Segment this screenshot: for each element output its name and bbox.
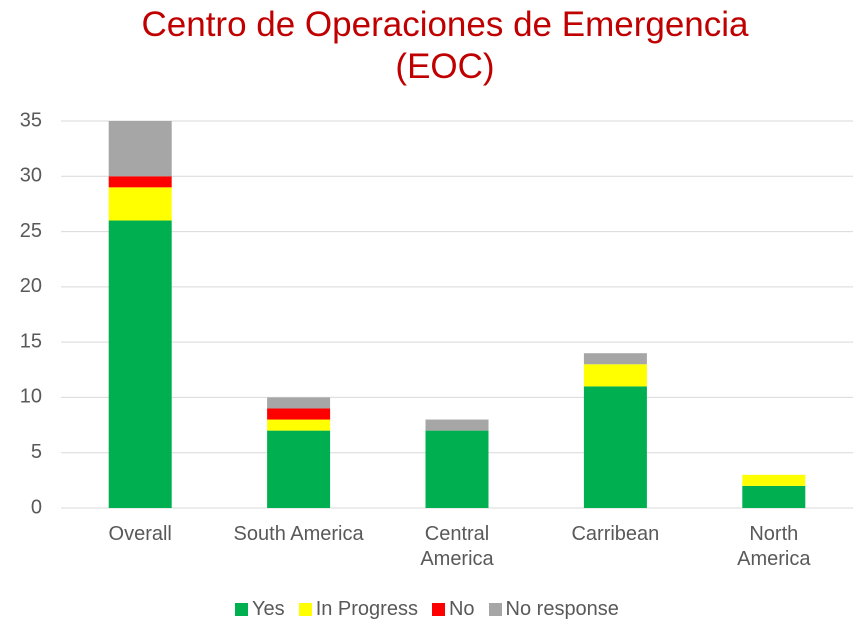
x-tick-label: North America (737, 523, 811, 570)
bar-segment (583, 386, 647, 508)
y-tick-label: 15 (20, 330, 42, 352)
bar-segment (583, 353, 647, 365)
legend-swatch (431, 603, 445, 616)
bar-segment (742, 485, 806, 508)
legend-item: In Progress (298, 598, 418, 621)
bar-segment (108, 220, 172, 508)
legend-item: No (431, 598, 475, 621)
bar-segment (267, 408, 331, 420)
y-tick-label: 30 (20, 165, 42, 187)
legend-label: No response (505, 598, 619, 620)
y-tick-label: 10 (20, 386, 42, 408)
legend-label: No (448, 598, 475, 620)
bar-segment (742, 474, 806, 486)
x-tick-label: Central America (420, 523, 494, 570)
y-tick-label: 25 (20, 220, 42, 242)
bar-segment (583, 364, 647, 387)
legend: Yes In Progress No No response (0, 598, 854, 621)
y-tick-label: 0 (31, 496, 42, 518)
legend-label: In Progress (315, 598, 418, 620)
bar-segment (425, 419, 489, 431)
bar-segment (267, 430, 331, 508)
bar-segment (425, 430, 489, 508)
chart-title: Centro de Operaciones de Emergencia (EOC… (141, 5, 749, 86)
legend-item: No response (488, 598, 619, 621)
x-tick-label: Overall (108, 523, 172, 545)
x-tick-label: Carribean (571, 523, 660, 545)
legend-swatch (488, 603, 502, 616)
bar-segment (267, 419, 331, 431)
bar-segment (108, 121, 172, 177)
x-tick-label: South America (233, 523, 364, 545)
y-tick-label: 5 (31, 441, 42, 463)
y-tick-label: 35 (20, 109, 42, 131)
bar-segment (108, 187, 172, 221)
bar-segment (267, 397, 331, 409)
legend-swatch (235, 603, 249, 616)
y-tick-label: 20 (20, 275, 42, 297)
legend-label: Yes (252, 598, 285, 620)
legend-swatch (298, 603, 312, 616)
legend-item: Yes (235, 598, 285, 621)
bar-segment (108, 176, 172, 188)
